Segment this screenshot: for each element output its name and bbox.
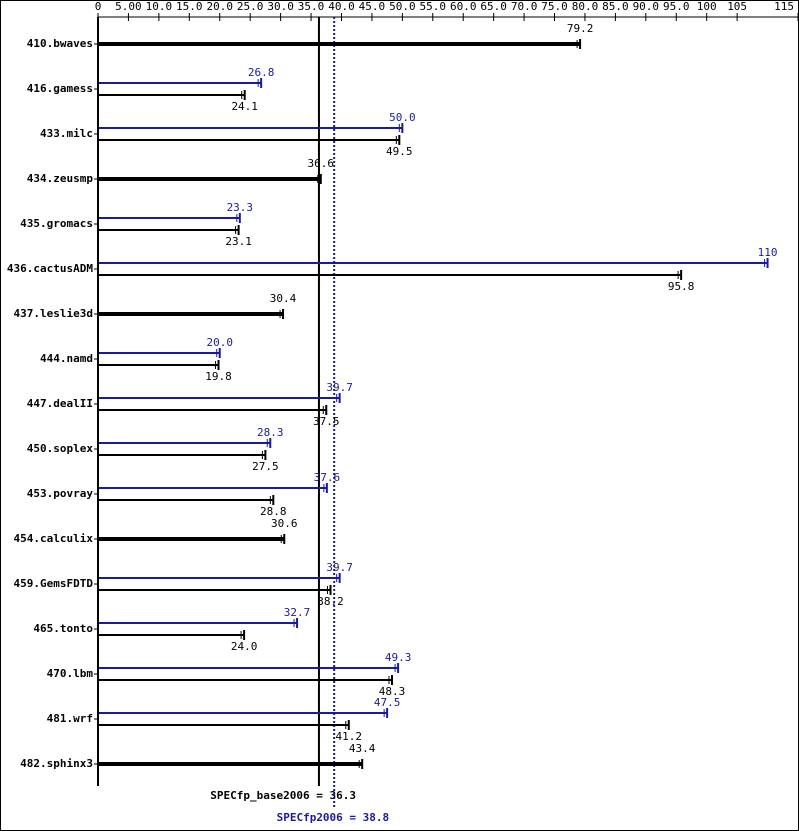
value-label: 37.6	[314, 471, 341, 484]
x-tick-label: 35.0	[298, 0, 325, 13]
value-label: 19.8	[205, 370, 232, 383]
category-label: 435.gromacs	[20, 217, 93, 230]
category-label: 481.wrf	[47, 712, 93, 725]
x-tick-label: 70.0	[511, 0, 538, 13]
category-label: 453.povray	[27, 487, 94, 500]
category-label: 410.bwaves	[27, 37, 93, 50]
category-label: 434.zeusmp	[27, 172, 94, 185]
x-tick-label: 90.0	[633, 0, 660, 13]
category-label: 447.dealII	[27, 397, 93, 410]
x-tick-label: 50.0	[389, 0, 416, 13]
x-tick-label: 60.0	[450, 0, 477, 13]
value-label: 30.6	[271, 517, 298, 530]
category-label: 482.sphinx3	[20, 757, 93, 770]
x-tick-label: 25.0	[237, 0, 264, 13]
value-label: 24.1	[231, 100, 258, 113]
x-tick-label: 80.0	[572, 0, 599, 13]
value-label: 50.0	[389, 111, 416, 124]
value-label: 39.7	[326, 381, 353, 394]
x-tick-label: 45.0	[359, 0, 386, 13]
x-tick-label: 75.0	[541, 0, 568, 13]
x-tick-label: 40.0	[328, 0, 355, 13]
value-label: 95.8	[668, 280, 695, 293]
category-label: 433.milc	[40, 127, 93, 140]
value-label: 39.7	[326, 561, 353, 574]
value-label: 110	[758, 246, 778, 259]
value-label: 30.4	[270, 292, 297, 305]
category-label: 459.GemsFDTD	[14, 577, 94, 590]
value-label: 28.3	[257, 426, 284, 439]
x-tick-label: 0	[95, 0, 102, 13]
category-label: 437.leslie3d	[14, 307, 93, 320]
category-label: 454.calculix	[14, 532, 94, 545]
value-label: 36.6	[308, 157, 335, 170]
x-tick-label: 20.0	[206, 0, 233, 13]
value-label: 37.5	[313, 415, 340, 428]
category-label: 416.gamess	[27, 82, 93, 95]
x-tick-label: 15.0	[176, 0, 203, 13]
value-label: 49.3	[385, 651, 412, 664]
x-tick-label: 105	[727, 0, 747, 13]
x-tick-label: 65.0	[480, 0, 507, 13]
category-label: 450.soplex	[27, 442, 94, 455]
category-label: 436.cactusADM	[7, 262, 93, 275]
value-label: 43.4	[349, 742, 376, 755]
x-tick-label: 10.0	[146, 0, 173, 13]
value-label: 32.7	[284, 606, 311, 619]
x-tick-label: 5.00	[115, 0, 142, 13]
value-label: 49.5	[386, 145, 413, 158]
value-label: 23.1	[225, 235, 252, 248]
reference-label: SPECfp_base2006 = 36.3	[210, 789, 356, 802]
value-label: 27.5	[252, 460, 279, 473]
x-tick-label: 115	[774, 0, 794, 13]
value-label: 26.8	[248, 66, 275, 79]
category-label: 470.lbm	[47, 667, 94, 680]
value-label: 47.5	[374, 696, 401, 709]
value-label: 38.2	[317, 595, 344, 608]
x-tick-label: 55.0	[420, 0, 447, 13]
reference-label: SPECfp2006 = 38.8	[277, 811, 390, 824]
value-label: 23.3	[227, 201, 254, 214]
value-label: 79.2	[567, 22, 594, 35]
x-tick-label: 30.0	[267, 0, 294, 13]
value-label: 20.0	[206, 336, 233, 349]
category-label: 444.namd	[40, 352, 93, 365]
value-label: 48.3	[379, 685, 406, 698]
value-label: 24.0	[231, 640, 258, 653]
x-tick-label: 100	[697, 0, 717, 13]
x-tick-label: 85.0	[602, 0, 629, 13]
x-tick-label: 95.0	[663, 0, 690, 13]
value-label: 28.8	[260, 505, 287, 518]
category-label: 465.tonto	[33, 622, 93, 635]
value-label: 41.2	[336, 730, 363, 743]
